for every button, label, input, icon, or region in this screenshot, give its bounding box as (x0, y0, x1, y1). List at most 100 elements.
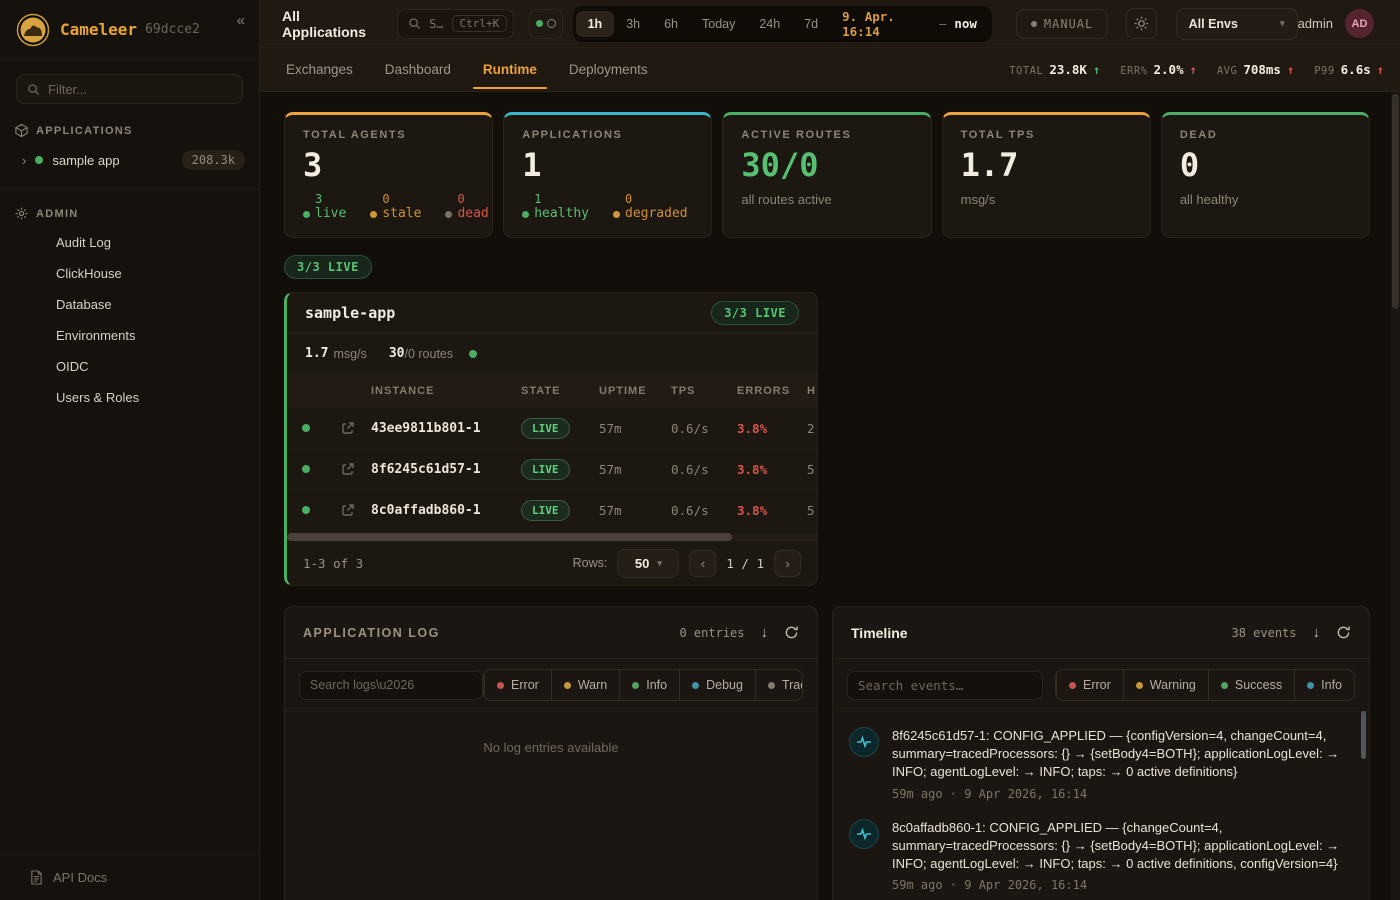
log-level-filter-button[interactable]: Error (484, 670, 551, 700)
errors-cell: 3.8% (737, 502, 768, 518)
instances-table-header: INSTANCE STATE UPTIME TPS ERRORS H (287, 374, 817, 407)
col-state[interactable]: STATE (521, 384, 561, 397)
time-range-button[interactable]: 3h (626, 16, 641, 31)
sidebar-admin-item[interactable]: Audit Log (56, 235, 111, 250)
sidebar-admin-item[interactable]: Environments (56, 328, 136, 343)
date-to: now (954, 16, 977, 31)
stat-label: P99 (1314, 65, 1335, 77)
col-extra[interactable]: H (807, 384, 816, 397)
page-scrollbar-thumb[interactable] (1392, 94, 1399, 309)
download-icon[interactable]: ↓ (1312, 624, 1321, 641)
download-icon[interactable]: ↓ (760, 624, 769, 641)
app-tps-value: 1.7 (305, 346, 329, 361)
avatar[interactable]: AD (1345, 9, 1374, 38)
external-link-icon[interactable] (341, 462, 355, 476)
refresh-icon[interactable] (784, 625, 799, 640)
level-label: Success (1234, 678, 1283, 692)
time-range-buttons: 1h 3h 6h Today 24h 7d (575, 10, 831, 37)
timeline-filter-button[interactable]: Warning (1122, 670, 1208, 700)
log-level-filter-button[interactable]: Warn (550, 670, 619, 700)
state-badge: LIVE (521, 499, 570, 521)
stat-card-applications: APPLICATIONS 1 1 healthy (503, 112, 713, 238)
sidebar-admin-item[interactable]: OIDC (56, 359, 89, 374)
table-row[interactable]: 8f6245c61d57-1 LIVE 57m 0.6/s 3.8% 5 (287, 448, 817, 489)
col-instance[interactable]: INSTANCE (371, 384, 435, 397)
collapse-sidebar-icon[interactable]: « (236, 12, 245, 29)
tab[interactable]: Runtime (467, 50, 553, 89)
page-scrollbar[interactable] (1391, 92, 1400, 900)
level-dot (1220, 681, 1228, 689)
time-range-group: 1h 3h 6h Today 24h 7d 9. Apr. 16:14 – no… (572, 5, 992, 42)
api-docs-link[interactable]: API Docs (0, 854, 259, 900)
log-level-filter-button[interactable]: Trace (754, 670, 802, 700)
log-search[interactable] (299, 670, 484, 700)
timeline-scrollbar-thumb[interactable] (1361, 711, 1366, 759)
live-dot (535, 20, 543, 27)
timeline-search-input[interactable] (858, 677, 1032, 693)
scrollbar-thumb[interactable] (287, 533, 733, 541)
external-link-icon[interactable] (341, 503, 355, 517)
timeline-event[interactable]: 8c0affadb860-1: CONFIG_APPLIED — {change… (849, 810, 1351, 900)
col-uptime[interactable]: UPTIME (599, 384, 647, 397)
status-dot-green (35, 156, 44, 164)
app-live-badge: 3/3 LIVE (711, 301, 799, 325)
live-summary-badge: 3/3 LIVE (284, 255, 372, 279)
event-timestamp: 59m ago · 9 Apr 2026, 16:14 (892, 878, 1088, 893)
timeline-search[interactable] (847, 670, 1043, 700)
time-range-button[interactable]: 7d (804, 16, 819, 31)
card-substats: 1 healthy 0 degraded (522, 192, 693, 222)
chevron-right-icon[interactable]: › (22, 152, 27, 168)
timeline-event[interactable]: 8f6245c61d57-1: CONFIG_APPLIED — {config… (849, 718, 1351, 810)
search-placeholder: S… (429, 16, 444, 31)
sidebar-filter[interactable] (16, 74, 243, 104)
log-level-filter-button[interactable]: Info (619, 670, 679, 700)
tab[interactable]: Dashboard (384, 62, 451, 77)
external-link-icon[interactable] (341, 421, 355, 435)
sidebar-admin-item[interactable]: Users & Roles (56, 390, 140, 405)
time-range-button[interactable]: 24h (759, 16, 781, 31)
substat-label: stale (382, 206, 422, 222)
refresh-icon[interactable] (1336, 625, 1351, 640)
live-status-toggle[interactable] (529, 8, 563, 39)
col-tps[interactable]: TPS (671, 384, 696, 397)
stat-cards-row: TOTAL AGENTS 3 3 live (284, 112, 1371, 238)
next-page-button[interactable]: › (774, 549, 801, 577)
time-range-button[interactable]: 6h (664, 16, 678, 31)
instance-status-dot (302, 506, 310, 514)
card-title: APPLICATIONS (522, 129, 623, 141)
col-errors[interactable]: ERRORS (737, 384, 791, 397)
substat-label: live (315, 206, 347, 222)
sidebar-item-sample-app[interactable]: › sample app 208.3k (0, 144, 259, 176)
app-card-header[interactable]: sample-app 3/3 LIVE (287, 293, 817, 334)
app-tps-unit: msg/s (333, 346, 367, 361)
date-range-display[interactable]: 9. Apr. 16:14 – now (830, 9, 989, 39)
table-row[interactable]: 43ee9811b801-1 LIVE 57m 0.6/s 3.8% 2 (287, 407, 817, 448)
sidebar-admin-item[interactable]: Database (56, 297, 112, 312)
prev-page-button[interactable]: ‹ (689, 549, 717, 577)
theme-toggle-button[interactable] (1126, 8, 1157, 39)
rows-per-page-select[interactable]: 50 ▾ (617, 548, 680, 578)
table-row[interactable]: 8c0affadb860-1 LIVE 57m 0.6/s 3.8% 5 (287, 489, 817, 530)
tab[interactable]: Deployments (568, 62, 648, 77)
level-dot (1069, 681, 1077, 689)
application-log-panel: APPLICATION LOG 0 entries ↓ (284, 606, 818, 900)
stat-label: AVG (1216, 65, 1238, 77)
environment-select[interactable]: All Envs ▾ (1175, 7, 1298, 40)
log-level-filter-button[interactable]: Debug (679, 670, 755, 700)
tab[interactable]: Exchanges (286, 62, 353, 77)
activity-pulse-icon (849, 727, 879, 757)
time-range-button[interactable]: 1h (575, 10, 615, 37)
sidebar-admin-item[interactable]: ClickHouse (56, 266, 122, 281)
log-search-input[interactable] (310, 678, 473, 692)
sidebar-filter-input[interactable] (48, 81, 232, 97)
timeline-filter-button[interactable]: Success (1207, 670, 1294, 700)
timeline-filter-button[interactable]: Error (1056, 670, 1123, 700)
table-horizontal-scrollbar[interactable] (287, 533, 817, 541)
timeline-filter-button[interactable]: Info (1294, 670, 1354, 700)
time-range-button[interactable]: Today (702, 16, 736, 31)
uptime-cell: 57m (599, 502, 622, 518)
manual-refresh-button[interactable]: MANUAL (1015, 8, 1109, 39)
level-dot (1307, 681, 1315, 689)
header-stat: TOTAL 23.8K ↑ (1009, 62, 1100, 77)
global-search[interactable]: S… Ctrl+K (397, 8, 515, 39)
